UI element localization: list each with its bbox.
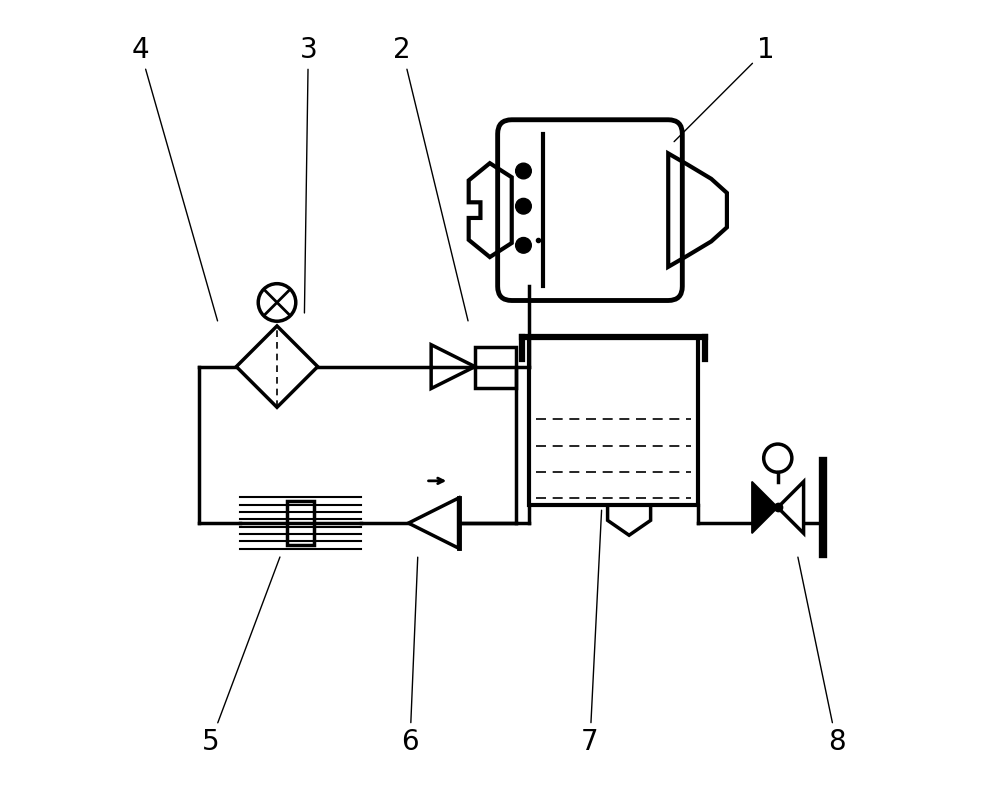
Text: 8: 8: [798, 557, 845, 756]
Circle shape: [516, 237, 531, 253]
Text: 6: 6: [401, 557, 419, 756]
Circle shape: [516, 199, 531, 214]
Text: 5: 5: [202, 557, 280, 756]
Text: 7: 7: [581, 510, 602, 756]
Polygon shape: [752, 481, 778, 533]
Text: 1: 1: [674, 35, 775, 142]
Text: 2: 2: [393, 35, 468, 321]
Bar: [475, 347, 516, 388]
Circle shape: [516, 163, 531, 179]
Text: 3: 3: [299, 35, 317, 313]
Bar: [529, 337, 698, 505]
Text: 4: 4: [131, 35, 218, 321]
Bar: [287, 501, 314, 545]
